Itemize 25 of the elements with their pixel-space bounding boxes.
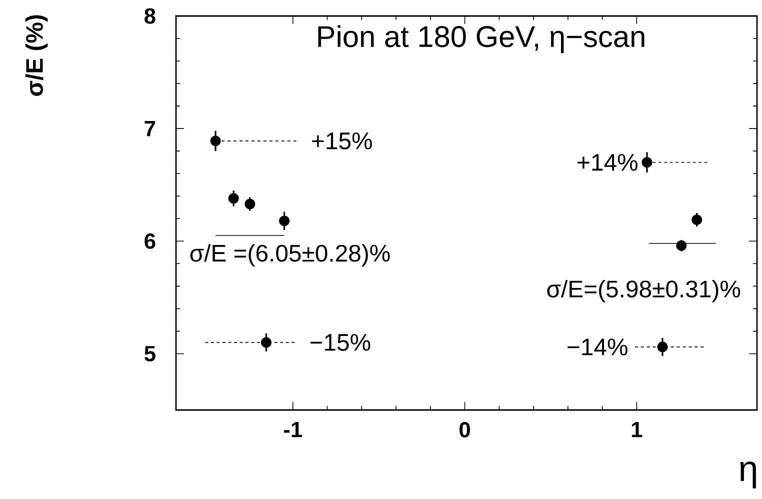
annotation: −15%	[310, 334, 370, 351]
annotation: σ/E=(5.98±0.31)%	[547, 280, 740, 302]
x-tick-label: 0	[460, 422, 470, 438]
point	[260, 337, 272, 348]
x-axis-title: η	[740, 462, 756, 488]
y-axis-title: σ/E (%)	[25, 15, 48, 96]
y-tick-label: 7	[144, 121, 156, 136]
point	[676, 240, 687, 251]
point	[657, 342, 668, 352]
annotation: σ/E =(6.05±0.28)%	[190, 244, 390, 266]
x-tick-label: 1	[632, 422, 642, 438]
point	[228, 193, 239, 204]
annotation: +14%	[578, 154, 638, 171]
point	[210, 136, 221, 146]
chart-title: Pion at 180 GeV, η−scan	[318, 25, 644, 54]
point	[279, 216, 290, 226]
y-tick-label: 6	[144, 233, 156, 249]
annotation: +15%	[312, 132, 372, 150]
annotation: −14%	[568, 338, 628, 356]
y-tick-label: 5	[144, 346, 156, 362]
x-tick-label: -1	[284, 422, 302, 438]
point	[244, 198, 256, 210]
point	[692, 214, 702, 226]
point	[642, 157, 652, 168]
y-tick-label: 8	[144, 8, 156, 24]
